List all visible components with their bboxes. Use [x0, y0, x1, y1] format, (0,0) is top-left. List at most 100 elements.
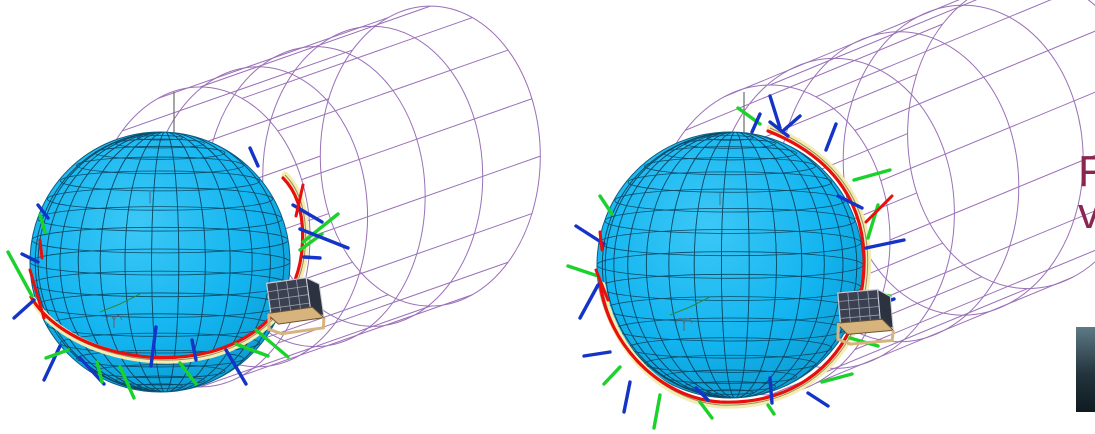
- solar-panel-side: [877, 288, 894, 330]
- attitude-axis-blue: [248, 146, 260, 168]
- parallel-line: [644, 157, 816, 176]
- parallel-line: [30, 248, 290, 276]
- attitude-axis-red: [864, 194, 894, 224]
- attitude-axis-blue: [298, 227, 350, 250]
- attitude-axis-green: [118, 365, 136, 400]
- shadow-cylinder-icon: [649, 0, 1095, 396]
- meridian-line: [627, 132, 844, 398]
- attitude-axis-red: [38, 238, 44, 260]
- meridian-line: [59, 132, 271, 392]
- inertial-axis: [669, 306, 691, 316]
- parallel-line: [706, 135, 754, 141]
- view-right: [566, 0, 1095, 430]
- cylinder-ring: [319, 5, 541, 307]
- solar-panel-side: [305, 276, 325, 317]
- meridian-line: [668, 132, 803, 398]
- attitude-axis-red: [594, 268, 610, 302]
- attitude-axis-blue: [582, 350, 612, 358]
- cylinder-generator: [684, 23, 943, 131]
- attitude-axis-blue: [36, 203, 50, 220]
- panel-cell-line: [839, 306, 880, 311]
- parallel-line: [706, 389, 754, 395]
- meridian-line: [604, 132, 863, 398]
- panel-cell-line: [838, 297, 879, 302]
- cylinder-generator: [301, 98, 533, 181]
- attitude-axis-blue: [768, 94, 782, 130]
- earth-outline: [29, 131, 291, 393]
- attitude-axis-green: [602, 365, 622, 386]
- inertial-axis: [99, 303, 121, 313]
- parallel-line: [597, 251, 863, 279]
- cylinder-generator: [854, 249, 1095, 351]
- parallel-line: [137, 135, 183, 141]
- satellite-icon: [265, 276, 326, 336]
- attitude-axis-green: [6, 250, 34, 298]
- earth-sphere-icon: [30, 132, 290, 392]
- meridian-line: [601, 132, 863, 398]
- parallel-line: [76, 156, 244, 175]
- caption-line-1: F: [1078, 147, 1095, 196]
- cylinder-generator: [880, 91, 1095, 182]
- attitude-axis-blue: [750, 112, 762, 134]
- aries-symbol-icon: [675, 317, 693, 331]
- meridian-line: [46, 132, 285, 392]
- attitude-axis-blue: [20, 252, 40, 264]
- attitude-axis-blue: [782, 114, 802, 132]
- panel-cell-line: [268, 294, 309, 301]
- meridian-line: [151, 132, 180, 392]
- attitude-axis-green: [698, 400, 714, 420]
- cylinder-generator: [199, 5, 431, 88]
- cylinder-generator: [854, 30, 1095, 131]
- meridian-line: [693, 132, 777, 398]
- attitude-axis-blue: [574, 224, 606, 246]
- attitude-axis-green: [44, 348, 70, 360]
- earth-sphere-icon: [597, 132, 863, 398]
- attitude-axis-red: [294, 183, 305, 218]
- panel-cell-line: [270, 302, 310, 309]
- cylinder-generator: [241, 17, 473, 99]
- cylinder-ring: [842, 4, 1084, 316]
- attitude-axis-green: [598, 194, 614, 216]
- attitude-axis-green: [95, 360, 104, 384]
- attitude-axis-blue: [302, 255, 322, 260]
- aries-symbol-icon: [105, 314, 123, 328]
- parallel-line: [47, 313, 273, 337]
- cylinder-generator: [815, 276, 1074, 384]
- attitude-axis-blue: [190, 338, 198, 362]
- attitude-axis-blue: [806, 391, 830, 408]
- meridian-line: [645, 132, 825, 398]
- meridian-line: [99, 132, 231, 392]
- attitude-axis-blue: [149, 325, 158, 368]
- meridian-line: [77, 132, 253, 392]
- cylinder-generator: [769, 0, 978, 86]
- parallel-line: [627, 171, 833, 193]
- cylinder-generator: [157, 17, 389, 99]
- attitude-axis-blue: [12, 298, 36, 320]
- inertial-axis: [689, 296, 711, 308]
- attitude-axis-green: [566, 264, 600, 278]
- cylinder-generator: [889, 154, 1095, 241]
- attitude-axis-red: [28, 268, 46, 320]
- attitude-axis-green: [852, 168, 892, 182]
- video-thumbnail: [1076, 327, 1095, 412]
- parallel-line: [76, 349, 244, 368]
- attitude-axis-green: [254, 328, 290, 359]
- cylinder-generator: [277, 49, 509, 132]
- attitude-axis-red: [598, 230, 604, 252]
- attitude-axis-blue: [864, 238, 906, 250]
- attitude-axis-green: [652, 393, 662, 430]
- panel-cell-line: [840, 314, 880, 319]
- parallel-line: [60, 170, 260, 192]
- attitude-axis-blue: [836, 194, 864, 210]
- attitude-axis-blue: [768, 376, 774, 405]
- attitude-axis-green: [766, 403, 776, 416]
- satellite-frame: [835, 318, 895, 335]
- cylinder-generator: [122, 49, 353, 132]
- attitude-axis-blue: [42, 344, 62, 382]
- meridian-line: [721, 132, 750, 398]
- attitude-axis-green: [820, 372, 854, 384]
- attitude-axis-blue: [578, 283, 600, 320]
- inertial-axis: [119, 293, 141, 305]
- satellite-icon: [835, 288, 895, 346]
